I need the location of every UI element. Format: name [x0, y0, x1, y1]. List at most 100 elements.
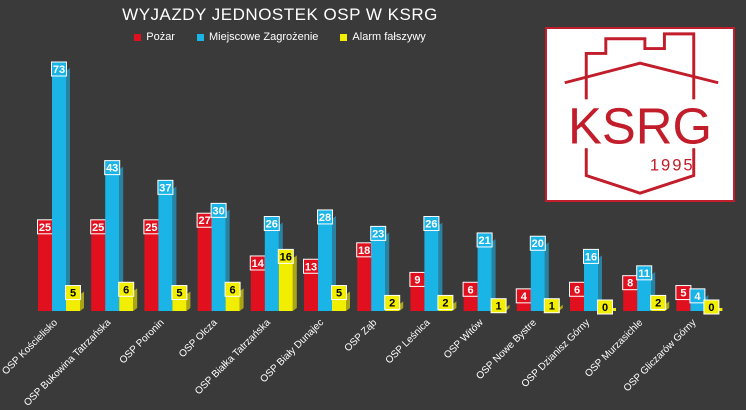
chart-title: WYJAZDY JEDNOSTEK OSP W KSRG	[122, 5, 438, 24]
data-label-alarm: 6	[230, 284, 236, 296]
data-label-box-alarm	[597, 299, 613, 315]
data-label-box-miejscowe	[51, 61, 67, 77]
bar-pozar	[304, 268, 318, 311]
data-label-pozar: 25	[145, 222, 157, 234]
data-label-pozar: 13	[305, 261, 317, 273]
data-label-alarm: 0	[708, 302, 714, 314]
data-label-miejscowe: 11	[638, 268, 650, 280]
bar-side-alarm	[292, 255, 297, 311]
data-label-box-miejscowe	[689, 288, 706, 304]
data-label-box-alarm	[65, 285, 81, 301]
bar-miejscowe	[424, 225, 439, 311]
tick-label: OSP Kościelisko	[0, 317, 60, 377]
logo-year: 1995	[650, 156, 695, 175]
bar-miejscowe	[264, 225, 279, 311]
data-label-miejscowe: 23	[372, 228, 384, 240]
bar-side-miejscowe	[438, 222, 443, 311]
data-label-box-alarm	[118, 281, 135, 297]
bar-miejscowe	[530, 245, 545, 311]
logo-text: KSRG	[568, 97, 712, 154]
data-label-miejscowe: 30	[212, 205, 224, 217]
bar-miejscowe	[158, 189, 173, 311]
data-label-miejscowe: 37	[159, 182, 171, 194]
data-label-alarm: 6	[123, 284, 129, 296]
bar-miejscowe	[637, 274, 652, 311]
data-label-alarm: 5	[70, 288, 76, 300]
data-label-box-alarm	[277, 248, 294, 264]
bar-miejscowe	[584, 258, 598, 311]
data-label-box-alarm	[384, 294, 401, 310]
bar-pozar	[250, 264, 265, 311]
data-label-pozar: 4	[521, 291, 528, 303]
chart-legend: Pożar Miejscowe Zagrożenie Alarm fałszyw…	[0, 31, 560, 43]
data-label-box-miejscowe	[370, 225, 387, 241]
data-label-box-miejscowe	[423, 216, 440, 232]
data-label-box-alarm	[650, 294, 667, 310]
data-label-miejscowe: 73	[53, 64, 65, 76]
data-label-box-miejscowe	[104, 160, 121, 176]
bar-pozar	[91, 228, 106, 311]
data-label-pozar: 6	[574, 284, 580, 296]
legend-swatch-miejscowe	[196, 33, 204, 41]
bar-side-miejscowe	[544, 242, 549, 311]
data-label-box-alarm	[437, 294, 454, 310]
data-label-box-miejscowe	[583, 248, 599, 264]
bar-side-miejscowe	[119, 166, 124, 311]
bar-pozar	[623, 284, 638, 311]
data-label-box-alarm	[331, 285, 347, 301]
data-label-pozar: 5	[680, 288, 686, 300]
legend-label-pozar: Pożar	[146, 31, 175, 43]
data-label-box-miejscowe	[210, 202, 227, 218]
data-label-box-alarm	[171, 285, 188, 301]
data-label-pozar: 18	[358, 245, 370, 257]
data-label-box-alarm	[543, 298, 560, 314]
data-label-alarm: 2	[442, 297, 448, 309]
data-label-miejscowe: 20	[532, 238, 544, 250]
data-label-miejscowe: 28	[319, 212, 331, 224]
bar-miejscowe	[318, 218, 332, 311]
data-label-alarm: 2	[389, 297, 395, 309]
legend-item-miejscowe: Miejscowe Zagrożenie	[196, 31, 318, 43]
tick-label: OSP Olcza	[177, 317, 220, 360]
data-label-miejscowe: 43	[106, 163, 118, 175]
bar-pozar	[357, 251, 372, 311]
tick-label: OSP Ząb	[343, 317, 380, 354]
tick-label: OSP Murzasichle	[583, 317, 646, 380]
data-label-box-miejscowe	[636, 265, 653, 281]
data-label-miejscowe: 21	[478, 235, 490, 247]
data-label-alarm: 2	[655, 297, 661, 309]
bar-pozar	[410, 281, 425, 311]
tick-label: OSP Witów	[442, 317, 486, 361]
data-label-pozar: 9	[414, 274, 420, 286]
data-label-pozar: 8	[627, 278, 633, 290]
data-label-box-miejscowe	[317, 209, 333, 225]
data-label-box-miejscowe	[476, 232, 493, 248]
data-label-pozar: 14	[252, 258, 265, 270]
data-label-box-miejscowe	[157, 179, 174, 195]
tick-label: OSP Poronin	[118, 317, 167, 366]
data-label-box-alarm	[490, 298, 507, 314]
data-label-miejscowe: 16	[585, 251, 597, 263]
data-label-miejscowe: 26	[425, 219, 437, 231]
data-label-alarm: 16	[280, 251, 292, 263]
bar-side-miejscowe	[66, 68, 70, 311]
legend-item-pozar: Pożar	[134, 31, 175, 43]
data-label-alarm: 1	[496, 301, 502, 313]
data-label-box-miejscowe	[529, 235, 546, 251]
bar-side-miejscowe	[385, 232, 390, 311]
bar-pozar	[38, 228, 52, 311]
bar-miejscowe	[105, 169, 120, 311]
bar-pozar	[144, 228, 159, 311]
data-label-pozar: 25	[39, 222, 51, 234]
legend-swatch-pozar	[134, 33, 142, 41]
data-label-pozar: 27	[198, 215, 210, 227]
legend-label-alarm: Alarm fałszywy	[352, 31, 426, 43]
data-label-alarm: 1	[549, 301, 555, 313]
data-label-miejscowe: 4	[694, 291, 701, 303]
tick-label: OSP Leśnica	[384, 317, 433, 366]
data-label-alarm: 5	[176, 288, 182, 300]
bars-layer: 2573525436253752730614261613285182329262…	[37, 61, 723, 315]
data-label-alarm: 5	[336, 288, 342, 300]
